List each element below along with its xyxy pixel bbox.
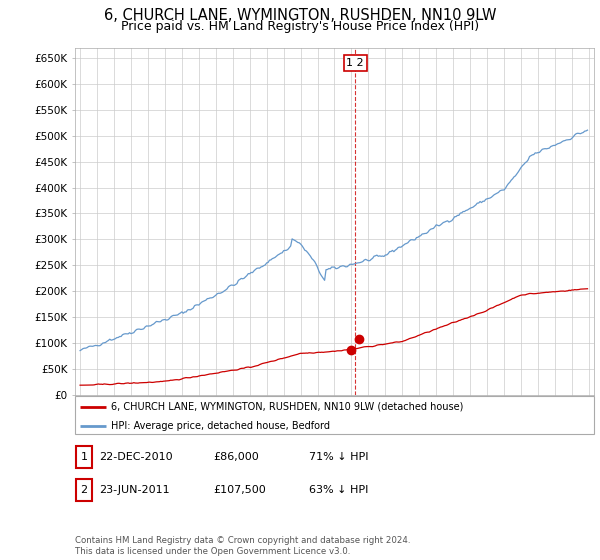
FancyBboxPatch shape: [75, 396, 594, 434]
Text: 1: 1: [80, 452, 88, 462]
Text: 6, CHURCH LANE, WYMINGTON, RUSHDEN, NN10 9LW: 6, CHURCH LANE, WYMINGTON, RUSHDEN, NN10…: [104, 8, 496, 24]
Text: 22-DEC-2010: 22-DEC-2010: [99, 452, 173, 462]
Text: 23-JUN-2011: 23-JUN-2011: [99, 484, 170, 494]
Text: £107,500: £107,500: [213, 484, 266, 494]
Text: Contains HM Land Registry data © Crown copyright and database right 2024.
This d: Contains HM Land Registry data © Crown c…: [75, 536, 410, 556]
Text: 71% ↓ HPI: 71% ↓ HPI: [309, 452, 368, 462]
FancyBboxPatch shape: [76, 479, 92, 501]
Text: 2: 2: [80, 484, 88, 494]
Text: 1 2: 1 2: [346, 58, 364, 68]
Text: Price paid vs. HM Land Registry's House Price Index (HPI): Price paid vs. HM Land Registry's House …: [121, 20, 479, 32]
Text: 6, CHURCH LANE, WYMINGTON, RUSHDEN, NN10 9LW (detached house): 6, CHURCH LANE, WYMINGTON, RUSHDEN, NN10…: [112, 402, 464, 412]
Text: HPI: Average price, detached house, Bedford: HPI: Average price, detached house, Bedf…: [112, 421, 331, 431]
Text: 63% ↓ HPI: 63% ↓ HPI: [309, 484, 368, 494]
Text: £86,000: £86,000: [213, 452, 259, 462]
FancyBboxPatch shape: [76, 446, 92, 468]
